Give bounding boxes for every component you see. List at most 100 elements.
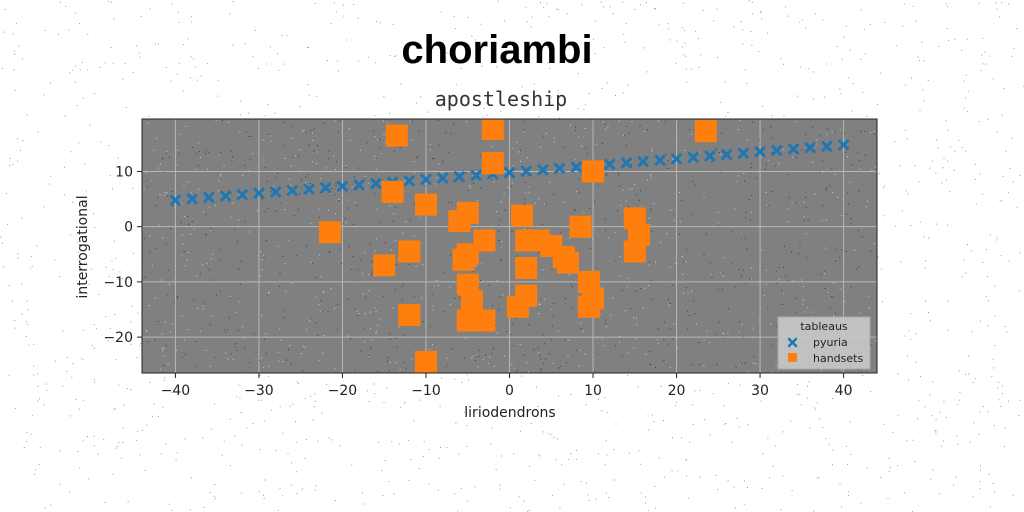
- noise-dot: [604, 464, 606, 466]
- plot-noise-dot: [837, 196, 839, 198]
- noise-dot: [112, 473, 114, 475]
- plot-noise-dot: [312, 132, 314, 134]
- plot-noise-dot: [824, 273, 825, 275]
- plot-noise-dot: [293, 215, 295, 217]
- plot-noise-dot: [607, 126, 609, 128]
- plot-noise-dot: [605, 319, 606, 321]
- noise-dot: [26, 114, 28, 116]
- noise-dot: [736, 417, 738, 419]
- noise-dot: [139, 56, 141, 58]
- plot-noise-dot: [367, 183, 369, 185]
- noise-dot: [364, 503, 366, 505]
- plot-noise-dot: [246, 131, 247, 133]
- plot-noise-dot: [644, 287, 646, 289]
- plot-noise-dot: [198, 188, 200, 190]
- plot-noise-dot: [873, 131, 875, 132]
- noise-dot: [841, 58, 843, 60]
- plot-noise-dot: [513, 345, 515, 347]
- plot-noise-dot: [261, 258, 263, 260]
- noise-dot: [271, 409, 273, 411]
- plot-noise-dot: [608, 237, 610, 239]
- noise-dot: [461, 382, 463, 383]
- plot-noise-dot: [850, 217, 852, 219]
- plot-noise-dot: [446, 357, 448, 359]
- noise-dot: [923, 236, 925, 238]
- noise-dot: [486, 102, 488, 104]
- noise-dot: [625, 23, 627, 25]
- noise-dot: [157, 43, 159, 45]
- plot-noise-dot: [648, 285, 650, 287]
- plot-noise-dot: [402, 361, 404, 363]
- noise-dot: [899, 165, 901, 167]
- plot-noise-dot: [496, 332, 498, 334]
- noise-dot: [132, 187, 134, 189]
- plot-noise-dot: [844, 132, 846, 134]
- point-handsets: [556, 251, 579, 274]
- noise-dot: [958, 399, 960, 401]
- noise-dot: [248, 112, 250, 114]
- plot-noise-dot: [498, 240, 500, 241]
- noise-dot: [647, 509, 649, 511]
- plot-noise-dot: [718, 225, 720, 227]
- plot-noise-dot: [163, 355, 165, 357]
- plot-noise-dot: [689, 129, 690, 130]
- noise-dot: [892, 432, 894, 434]
- noise-dot: [474, 486, 476, 488]
- plot-noise-dot: [722, 332, 724, 334]
- plot-noise-dot: [717, 222, 719, 224]
- plot-noise-dot: [432, 305, 434, 307]
- plot-noise-dot: [364, 341, 366, 343]
- plot-noise-dot: [617, 172, 619, 174]
- plot-noise-dot: [783, 303, 785, 305]
- plot-noise-dot: [394, 206, 396, 208]
- plot-noise-dot: [737, 175, 739, 177]
- plot-noise-dot: [721, 132, 723, 134]
- plot-noise-dot: [267, 207, 269, 209]
- noise-dot: [118, 279, 120, 280]
- x-tick-label: −30: [244, 383, 274, 399]
- noise-dot: [758, 50, 760, 52]
- noise-dot: [295, 441, 297, 443]
- plot-noise-dot: [651, 148, 653, 150]
- noise-dot: [640, 463, 642, 465]
- plot-noise-dot: [394, 289, 396, 291]
- noise-dot: [79, 23, 81, 24]
- point-pyuria: [186, 193, 198, 205]
- noise-dot: [919, 221, 921, 223]
- noise-dot: [907, 193, 909, 195]
- plot-noise-dot: [453, 181, 454, 183]
- plot-noise-dot: [594, 201, 596, 203]
- noise-dot: [66, 370, 68, 372]
- plot-noise-dot: [505, 330, 507, 332]
- noise-dot: [76, 105, 78, 107]
- noise-dot: [292, 403, 294, 405]
- plot-noise-dot: [151, 180, 153, 182]
- plot-noise-dot: [787, 174, 789, 176]
- noise-dot: [1009, 168, 1011, 169]
- plot-noise-dot: [372, 261, 373, 263]
- plot-noise-dot: [164, 321, 166, 323]
- noise-dot: [328, 437, 330, 439]
- plot-noise-dot: [447, 201, 449, 203]
- noise-dot: [229, 418, 231, 420]
- noise-dot: [140, 16, 142, 18]
- noise-dot: [780, 509, 782, 511]
- point-handsets: [623, 207, 646, 230]
- noise-dot: [50, 82, 51, 84]
- noise-dot: [658, 23, 660, 25]
- noise-dot: [335, 11, 337, 13]
- plot-noise-dot: [667, 160, 669, 162]
- noise-dot: [783, 63, 784, 65]
- noise-dot: [277, 509, 279, 511]
- noise-dot: [8, 284, 10, 286]
- noise-dot: [384, 460, 386, 462]
- noise-dot: [109, 328, 111, 329]
- noise-dot: [887, 497, 889, 499]
- noise-dot: [94, 92, 96, 94]
- plot-noise-dot: [578, 136, 580, 138]
- plot-noise-dot: [775, 325, 777, 327]
- plot-noise-dot: [495, 324, 497, 326]
- plot-noise-dot: [848, 203, 850, 205]
- noise-dot: [1008, 400, 1009, 402]
- noise-dot: [593, 38, 594, 40]
